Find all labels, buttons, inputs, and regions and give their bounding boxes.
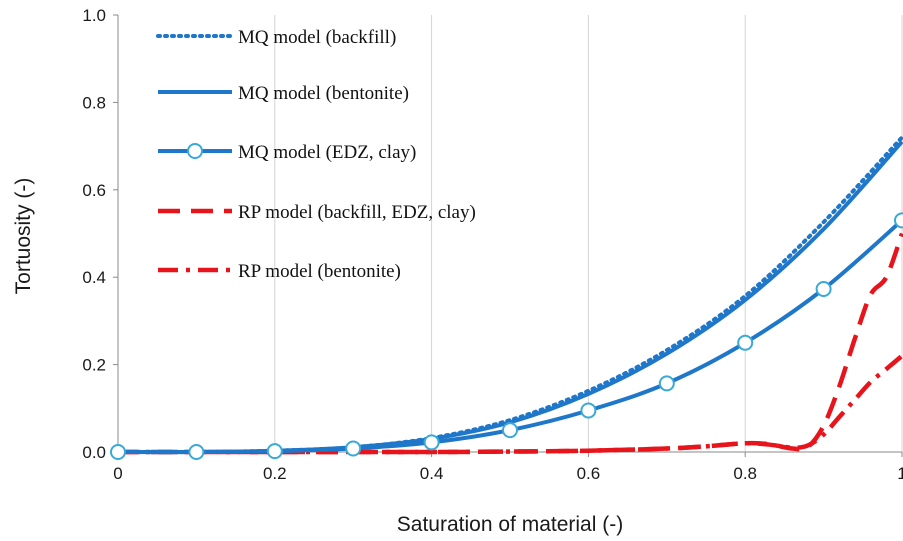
legend-label: RP model (bentonite) bbox=[238, 261, 401, 282]
x-tick-label: 0.4 bbox=[420, 464, 444, 483]
y-axis-title: Tortuosity (-) bbox=[12, 178, 35, 295]
x-axis-title: Saturation of material (-) bbox=[397, 513, 623, 536]
data-point-marker bbox=[502, 422, 518, 439]
y-tick-label: 0.8 bbox=[82, 93, 106, 112]
data-point-marker bbox=[188, 444, 205, 460]
legend-label: RP model (backfill, EDZ, clay) bbox=[238, 202, 476, 223]
series-line-dashed bbox=[118, 232, 903, 455]
data-point-marker bbox=[815, 280, 832, 297]
series-layer bbox=[110, 135, 903, 460]
legend-label: MQ model (bentonite) bbox=[238, 83, 409, 104]
series-line-dashdot bbox=[118, 354, 903, 455]
data-point-marker bbox=[580, 402, 597, 419]
legend: MQ model (backfill) MQ model (bentonite) M… bbox=[156, 27, 476, 282]
y-tick-label: 0.2 bbox=[82, 356, 106, 375]
legend-item: MQ model (EDZ, clay) bbox=[158, 142, 416, 163]
series-line-solid-circle bbox=[117, 218, 903, 455]
x-tick-label: 0 bbox=[113, 464, 122, 483]
data-point-marker bbox=[658, 375, 675, 392]
y-tick-label: 0.6 bbox=[82, 181, 106, 200]
data-point-marker bbox=[345, 440, 362, 457]
legend-marker bbox=[187, 143, 203, 159]
series-line-dotted bbox=[116, 135, 903, 455]
data-point-marker bbox=[110, 444, 126, 460]
legend-item: MQ model (bentonite) bbox=[158, 83, 409, 104]
data-point-marker bbox=[737, 334, 754, 351]
legend-label: MQ model (EDZ, clay) bbox=[238, 142, 416, 163]
data-point-marker bbox=[423, 434, 440, 451]
series-line-solid bbox=[117, 140, 903, 455]
legend-label: MQ model (backfill) bbox=[238, 27, 396, 48]
axes-layer: 0 0.2 0.4 0.6 0.8 1 0.0 0.2 0.4 0.6 0.8 1.0 bbox=[82, 6, 903, 483]
data-point-marker bbox=[894, 212, 903, 229]
y-tick-label: 0.4 bbox=[82, 268, 106, 287]
y-tick-label: 1.0 bbox=[82, 6, 106, 25]
legend-item: RP model (backfill, EDZ, clay) bbox=[158, 202, 476, 223]
y-tick-label: 0.0 bbox=[82, 443, 106, 462]
legend-item: RP model (bentonite) bbox=[158, 261, 401, 282]
grid-layer bbox=[274, 15, 903, 452]
data-point-marker bbox=[266, 443, 283, 460]
x-tick-label: 0.8 bbox=[733, 464, 757, 483]
legend-item: MQ model (backfill) bbox=[156, 27, 396, 48]
x-tick-label: 0.6 bbox=[577, 464, 601, 483]
x-tick-label: 1 bbox=[897, 464, 903, 483]
x-tick-label: 0.2 bbox=[263, 464, 287, 483]
